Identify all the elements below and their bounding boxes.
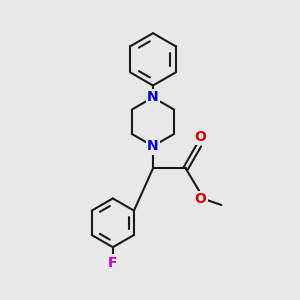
Text: O: O [195,130,206,144]
Text: O: O [195,192,206,206]
Text: N: N [147,139,159,153]
Text: F: F [108,256,118,270]
Text: N: N [147,90,159,104]
